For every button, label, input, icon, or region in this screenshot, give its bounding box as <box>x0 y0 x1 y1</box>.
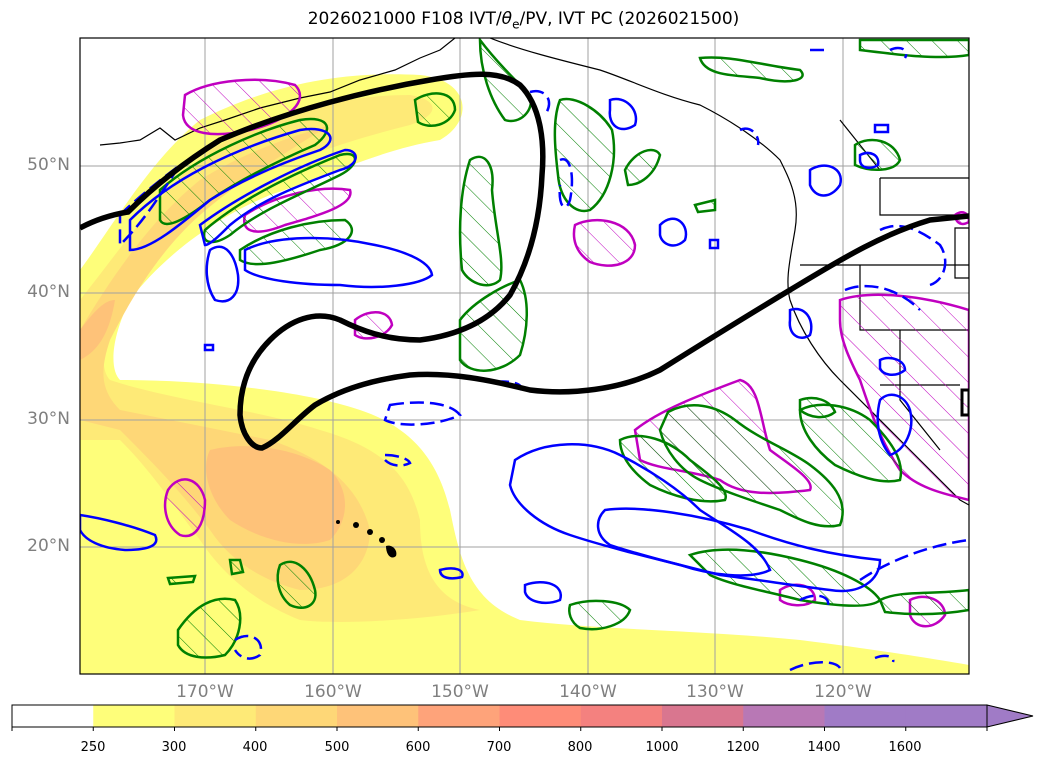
lon-label-140w: 140°W <box>559 682 617 702</box>
lon-label-150w: 150°W <box>431 682 489 702</box>
lat-label-40n: 40°N <box>27 282 70 302</box>
colorbar-segment <box>580 705 663 727</box>
colorbar-tick-label: 1400 <box>807 740 841 755</box>
hawaiian-islands <box>336 520 397 558</box>
colorbar-segment <box>93 705 175 727</box>
theta-e-contours <box>158 38 969 659</box>
colorbar-segment <box>905 705 988 727</box>
colorbar-tick-label: 700 <box>486 740 512 755</box>
colorbar-tick-label: 400 <box>242 740 268 755</box>
lon-label-160w: 160°W <box>304 682 362 702</box>
ivt-colorbar <box>11 704 1034 731</box>
lon-label-170w: 170°W <box>176 682 234 702</box>
colorbar-tick-label: 250 <box>80 740 106 755</box>
colorbar-segment <box>743 705 825 727</box>
map-frame <box>79 37 970 675</box>
colorbar-segment <box>174 705 257 727</box>
colorbar-segment <box>337 705 419 727</box>
colorbar-segment <box>662 705 744 727</box>
colorbar-segment <box>499 705 582 727</box>
colorbar-tick-label: 600 <box>405 740 431 755</box>
lon-label-130w: 130°W <box>686 682 744 702</box>
lat-label-30n: 30°N <box>27 409 70 429</box>
lat-label-50n: 50°N <box>27 155 70 175</box>
colorbar-tick-label: 800 <box>567 740 593 755</box>
colorbar-segment <box>824 705 907 727</box>
chart-title: 2026021000 F108 IVT/θe/PV, IVT PC (20260… <box>307 9 740 32</box>
colorbar-tick-label: 1600 <box>888 740 922 755</box>
pv-contours <box>80 97 913 604</box>
colorbar-tick-label: 1200 <box>726 740 760 755</box>
lat-label-20n: 20°N <box>27 536 70 556</box>
lon-label-120w: 120°W <box>814 682 872 702</box>
colorbar-segment <box>418 705 500 727</box>
colorbar-segment <box>255 705 338 727</box>
colorbar-segment <box>12 705 94 727</box>
colorbar-tick-label: 1000 <box>645 740 679 755</box>
ivt-pc-contour <box>80 71 969 451</box>
colorbar-tick-label: 500 <box>324 740 350 755</box>
colorbar-extend-arrow <box>986 704 1034 728</box>
colorbar-tick-label: 300 <box>161 740 187 755</box>
